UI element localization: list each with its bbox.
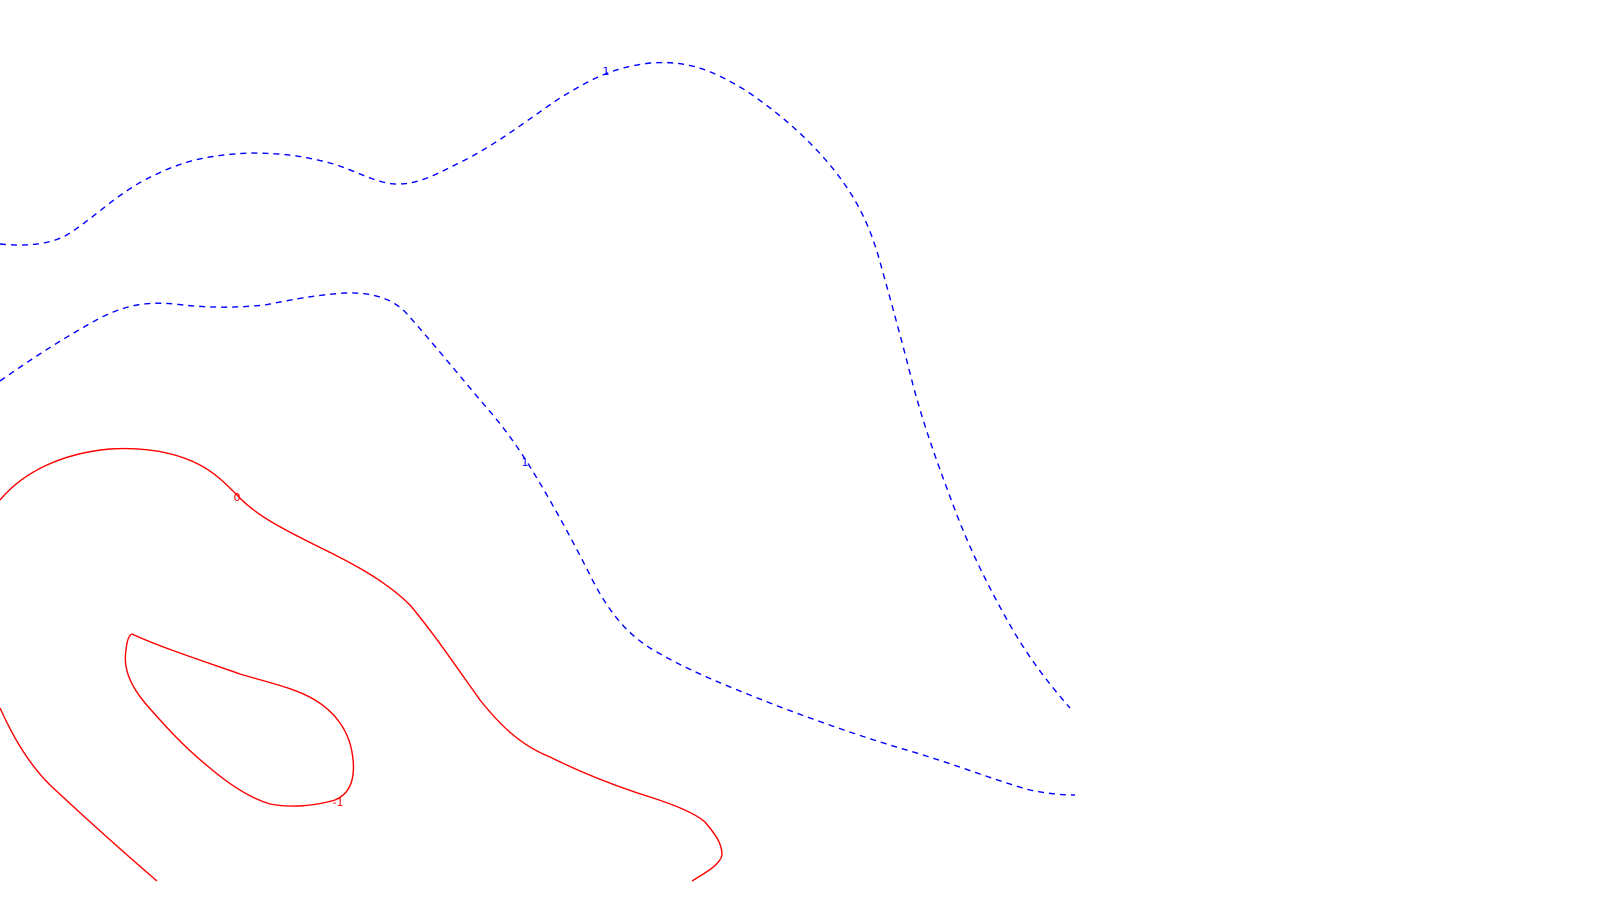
contour-level-1-inner (0, 292, 1076, 796)
contour-level-minus-1 (124, 633, 355, 807)
contour-level-0-lower (0, 707, 158, 882)
contour-label-minus-1: -1 (333, 796, 344, 809)
contour-label-0: 0 (234, 491, 241, 504)
contour-level-0 (0, 447, 723, 882)
contour-label-1-outer: 1 (603, 65, 610, 78)
contour-label-1-inner: 1 (522, 456, 529, 469)
contour-level-1-outer (0, 61, 1071, 709)
